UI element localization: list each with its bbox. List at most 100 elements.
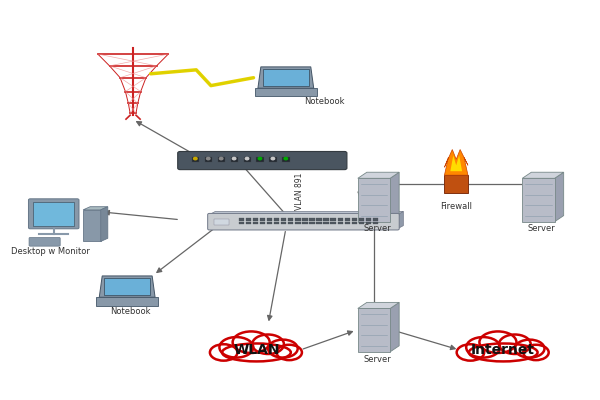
FancyBboxPatch shape [256, 157, 264, 162]
Ellipse shape [233, 332, 269, 353]
Text: WLAN: WLAN [233, 343, 280, 357]
FancyBboxPatch shape [288, 222, 293, 224]
Text: Desktop w Monitor: Desktop w Monitor [11, 247, 90, 256]
Polygon shape [358, 302, 399, 308]
Polygon shape [445, 150, 468, 175]
FancyBboxPatch shape [323, 222, 329, 224]
FancyBboxPatch shape [214, 218, 229, 225]
FancyBboxPatch shape [338, 218, 343, 220]
Ellipse shape [457, 344, 484, 361]
Ellipse shape [523, 345, 548, 360]
FancyBboxPatch shape [302, 218, 308, 220]
Text: Internet: Internet [471, 343, 535, 357]
FancyBboxPatch shape [310, 218, 314, 220]
Polygon shape [101, 207, 108, 242]
Text: Server: Server [363, 224, 391, 234]
Text: Notebook: Notebook [304, 98, 344, 106]
FancyBboxPatch shape [244, 157, 251, 162]
FancyBboxPatch shape [288, 218, 293, 220]
Polygon shape [390, 302, 399, 352]
FancyBboxPatch shape [260, 222, 265, 224]
Polygon shape [358, 172, 399, 178]
FancyBboxPatch shape [253, 218, 258, 220]
Text: Notebook: Notebook [110, 306, 151, 316]
Polygon shape [358, 308, 390, 352]
Text: Server: Server [527, 224, 555, 234]
FancyBboxPatch shape [373, 218, 378, 220]
FancyBboxPatch shape [352, 222, 357, 224]
FancyBboxPatch shape [246, 222, 251, 224]
FancyBboxPatch shape [178, 152, 347, 170]
FancyBboxPatch shape [331, 218, 336, 220]
FancyBboxPatch shape [281, 218, 286, 220]
FancyBboxPatch shape [344, 222, 350, 224]
FancyBboxPatch shape [359, 222, 364, 224]
FancyBboxPatch shape [239, 222, 244, 224]
FancyBboxPatch shape [295, 218, 301, 220]
FancyBboxPatch shape [282, 157, 290, 162]
FancyBboxPatch shape [316, 222, 322, 224]
Ellipse shape [479, 332, 517, 353]
Circle shape [194, 157, 197, 160]
FancyBboxPatch shape [269, 157, 277, 162]
Ellipse shape [268, 340, 298, 358]
FancyBboxPatch shape [255, 88, 317, 96]
FancyBboxPatch shape [239, 218, 244, 220]
Ellipse shape [222, 344, 291, 362]
FancyBboxPatch shape [208, 214, 399, 230]
Ellipse shape [499, 334, 531, 354]
FancyBboxPatch shape [281, 222, 286, 224]
Polygon shape [99, 276, 155, 297]
FancyBboxPatch shape [97, 297, 158, 306]
Ellipse shape [469, 344, 538, 362]
FancyBboxPatch shape [263, 69, 309, 86]
Circle shape [284, 157, 287, 160]
Polygon shape [358, 178, 390, 222]
Polygon shape [390, 172, 399, 222]
Circle shape [206, 157, 210, 160]
FancyBboxPatch shape [104, 278, 151, 295]
FancyBboxPatch shape [359, 218, 364, 220]
FancyBboxPatch shape [344, 218, 350, 220]
FancyBboxPatch shape [316, 218, 322, 220]
FancyBboxPatch shape [323, 218, 329, 220]
Circle shape [271, 157, 275, 160]
Polygon shape [83, 207, 108, 210]
FancyBboxPatch shape [267, 222, 272, 224]
FancyBboxPatch shape [218, 157, 225, 162]
Circle shape [258, 157, 262, 160]
Text: VLAN 891: VLAN 891 [295, 172, 304, 210]
FancyBboxPatch shape [310, 222, 314, 224]
FancyBboxPatch shape [274, 222, 280, 224]
FancyBboxPatch shape [28, 199, 79, 229]
Polygon shape [523, 172, 563, 178]
Ellipse shape [277, 345, 302, 360]
FancyBboxPatch shape [352, 218, 357, 220]
Ellipse shape [466, 337, 500, 358]
FancyBboxPatch shape [373, 222, 378, 224]
Ellipse shape [220, 337, 253, 358]
Circle shape [220, 157, 223, 160]
FancyBboxPatch shape [253, 222, 258, 224]
FancyBboxPatch shape [267, 218, 272, 220]
Polygon shape [258, 67, 314, 88]
Circle shape [245, 157, 249, 160]
FancyBboxPatch shape [366, 222, 371, 224]
FancyBboxPatch shape [338, 222, 343, 224]
Circle shape [232, 157, 236, 160]
Ellipse shape [252, 334, 284, 354]
FancyBboxPatch shape [295, 222, 301, 224]
Polygon shape [445, 175, 468, 193]
FancyBboxPatch shape [366, 218, 371, 220]
FancyBboxPatch shape [331, 222, 336, 224]
Text: Server: Server [363, 355, 391, 364]
FancyBboxPatch shape [230, 157, 238, 162]
FancyBboxPatch shape [205, 157, 212, 162]
FancyBboxPatch shape [302, 222, 308, 224]
FancyBboxPatch shape [274, 218, 280, 220]
Polygon shape [83, 210, 101, 242]
Ellipse shape [515, 340, 544, 358]
FancyBboxPatch shape [33, 202, 74, 226]
Polygon shape [397, 212, 403, 229]
FancyBboxPatch shape [29, 238, 60, 246]
